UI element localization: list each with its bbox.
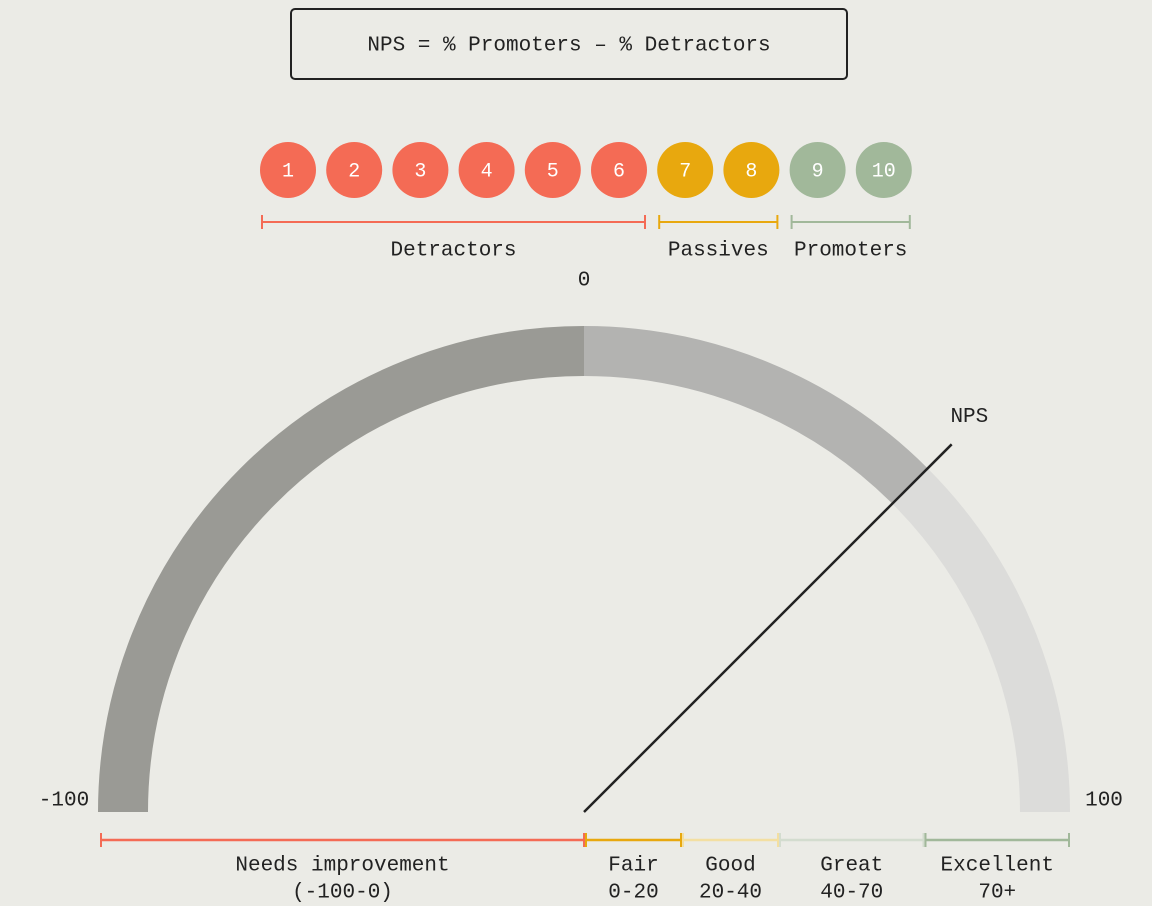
range-span: 70+ — [978, 882, 1016, 905]
score-label: 6 — [613, 160, 625, 183]
score-circle — [392, 142, 449, 198]
gauge-tick-label: 100 — [1085, 790, 1123, 813]
gauge-segment — [892, 468, 1070, 813]
score-circle — [657, 142, 714, 198]
gauge-segment — [583, 326, 928, 504]
range-name: Excellent — [941, 855, 1054, 878]
group-label: Detractors — [390, 240, 516, 263]
score-label: 1 — [282, 160, 294, 183]
gauge-tick-label: -100 — [39, 790, 89, 813]
range-name: Needs improvement — [235, 855, 449, 878]
group-label: Promoters — [794, 240, 907, 263]
score-circle — [524, 142, 581, 198]
score-label: 4 — [481, 160, 493, 183]
group-label: Passives — [668, 240, 769, 263]
score-circle — [458, 142, 515, 198]
score-circle — [260, 142, 316, 198]
score-label: 5 — [547, 160, 559, 183]
range-span: 0-20 — [608, 882, 658, 905]
score-label: 8 — [745, 160, 757, 183]
score-label: 7 — [679, 160, 691, 183]
range-span: 20-40 — [699, 882, 762, 905]
range-name: Good — [705, 855, 755, 878]
gauge-tick-label: 0 — [578, 270, 591, 293]
gauge-segment — [98, 326, 585, 813]
range-span: (-100-0) — [292, 882, 393, 905]
score-circle — [326, 142, 383, 198]
needle — [583, 443, 953, 813]
range-name: Great — [820, 855, 883, 878]
score-circle — [591, 142, 647, 198]
formula: NPS = % Promoters – % Detractors — [367, 35, 770, 58]
score-circle — [855, 142, 912, 198]
range-name: Fair — [608, 855, 658, 878]
needle-label: NPS — [950, 406, 988, 429]
formula-box — [290, 8, 848, 80]
score-label: 10 — [872, 160, 896, 183]
score-label: 9 — [812, 160, 824, 183]
score-circle — [789, 142, 846, 198]
range-span: 40-70 — [820, 882, 883, 905]
score-circle — [723, 142, 780, 198]
score-label: 2 — [348, 160, 360, 183]
score-label: 3 — [414, 160, 426, 183]
